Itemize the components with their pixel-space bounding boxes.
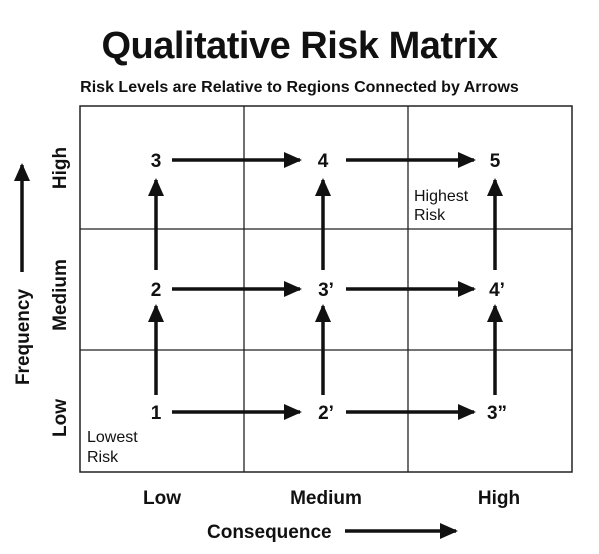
lowest-risk-note-line1: Lowest xyxy=(87,429,138,446)
cell-high-low-label: 3 xyxy=(151,151,162,172)
cell-low-low-label: 1 xyxy=(151,403,162,424)
horizontal-arrows xyxy=(172,152,476,420)
cell-medium-medium-label: 3’ xyxy=(318,280,334,301)
cell-low-medium-label: 2’ xyxy=(318,403,334,424)
lowest-risk-note-line2: Risk xyxy=(87,449,119,466)
page-subtitle: Risk Levels are Relative to Regions Conn… xyxy=(80,79,519,96)
cell-high-high-label: 5 xyxy=(490,151,501,172)
cell-medium-low-label: 2 xyxy=(151,280,162,301)
x-tick-high: High xyxy=(478,488,520,509)
y-tick-medium: Medium xyxy=(50,259,71,331)
cell-high-medium-label: 4 xyxy=(318,151,329,172)
highest-risk-note-line2: Risk xyxy=(414,207,446,224)
grid-outline xyxy=(79,105,573,473)
vertical-arrows xyxy=(148,178,503,395)
page-title: Qualitative Risk Matrix xyxy=(101,25,498,67)
y-axis-title: Frequency xyxy=(13,289,34,386)
x-tick-low: Low xyxy=(143,488,181,509)
cell-medium-high-label: 4’ xyxy=(489,280,505,301)
x-axis-title: Consequence xyxy=(207,522,332,543)
y-tick-high: High xyxy=(50,147,71,189)
cell-low-high-label: 3” xyxy=(487,403,507,424)
y-tick-low: Low xyxy=(50,399,71,437)
highest-risk-note-line1: Highest xyxy=(414,188,469,205)
x-tick-medium: Medium xyxy=(290,488,362,509)
